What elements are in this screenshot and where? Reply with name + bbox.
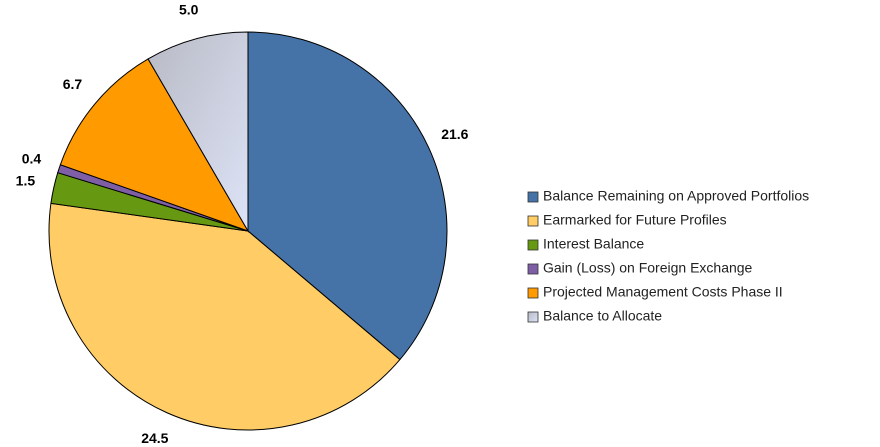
pie-slice: [247, 31, 448, 361]
legend-label: Projected Management Costs Phase II: [543, 284, 783, 300]
legend-label: Interest Balance: [543, 236, 644, 252]
legend-label: Balance to Allocate: [543, 308, 662, 324]
pie-slice: [48, 202, 401, 431]
legend-label: Earmarked for Future Profiles: [543, 212, 727, 228]
pie-slice: [147, 31, 249, 233]
legend-swatch: [527, 287, 539, 299]
value-label: 21.6: [441, 126, 468, 142]
legend-swatch: [527, 239, 539, 251]
value-label: 5.0: [179, 2, 199, 18]
value-label: 6.7: [63, 76, 83, 92]
pie-slice: [59, 58, 250, 232]
legend-label: Gain (Loss) on Foreign Exchange: [543, 260, 753, 276]
legend-swatch: [527, 311, 539, 323]
value-label: 1.5: [16, 172, 36, 188]
legend-swatch: [527, 191, 539, 203]
legend-swatch: [527, 263, 539, 275]
value-label: 0.4: [22, 150, 42, 166]
value-label: 24.5: [141, 430, 168, 446]
legend-label: Balance Remaining on Approved Portfolios: [543, 188, 809, 204]
legend-swatch: [527, 215, 539, 227]
